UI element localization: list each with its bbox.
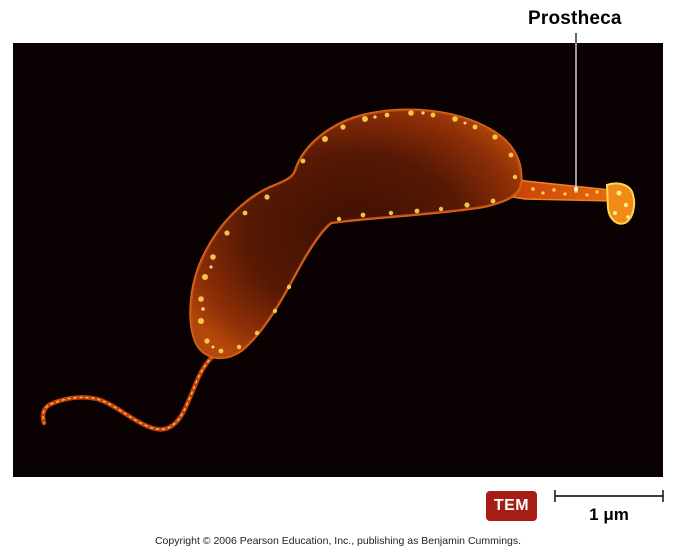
prostheca-label: Prostheca bbox=[528, 8, 622, 29]
scale-bar-label: 1 μm bbox=[589, 505, 629, 524]
copyright-text: Copyright © 2006 Pearson Education, Inc.… bbox=[154, 535, 522, 547]
tem-badge: TEM bbox=[486, 491, 537, 521]
flagellum bbox=[40, 353, 216, 432]
scale-bar bbox=[554, 490, 664, 502]
micrograph-image bbox=[13, 43, 663, 477]
